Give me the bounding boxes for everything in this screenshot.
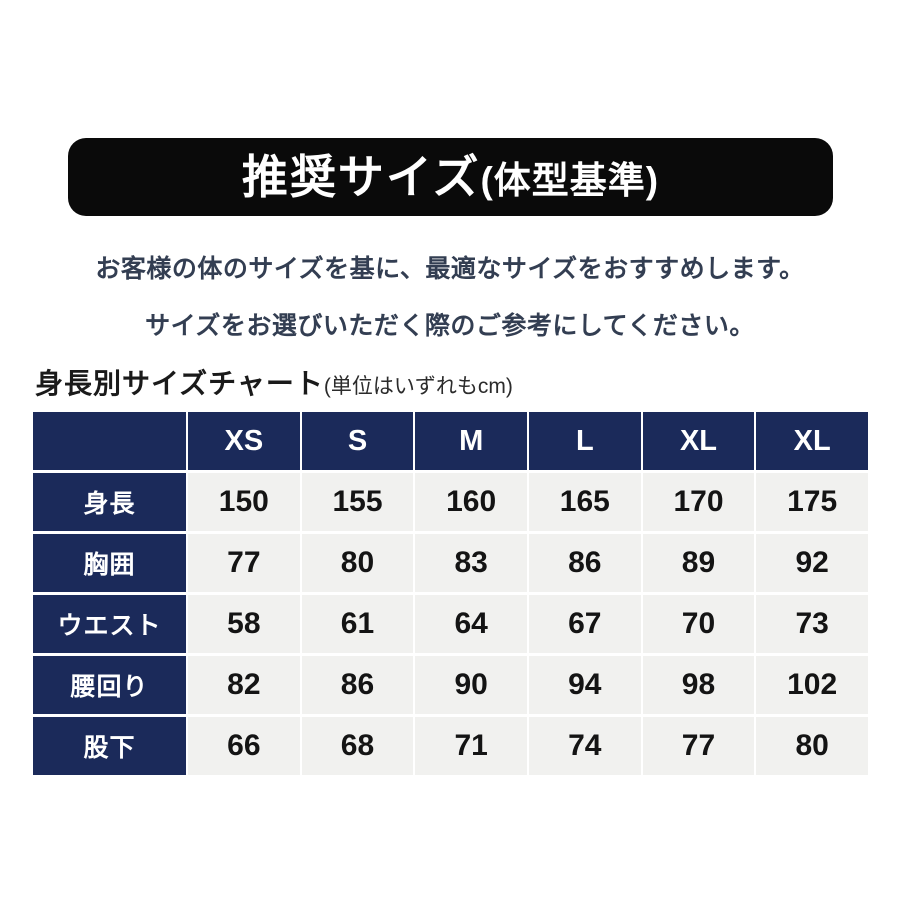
value-cell: 94	[528, 656, 641, 714]
value-cell: 86	[301, 656, 414, 714]
banner-title: 推奨サイズ	[241, 151, 481, 203]
value-cell: 170	[642, 473, 755, 531]
value-cell: 89	[642, 534, 755, 592]
value-cell: 80	[756, 717, 868, 775]
value-cell: 61	[301, 595, 414, 653]
row-label-cell: ウエスト	[33, 595, 186, 653]
row-label-cell: 身長	[33, 473, 186, 531]
intro-line-1: お客様の体のサイズを基に、最適なサイズをおすすめします。	[95, 255, 805, 283]
recommended-size-banner: 推奨サイズ (体型基準)	[68, 138, 833, 216]
value-cell: 71	[415, 717, 527, 775]
intro-line-2: サイズをお選びいただく際のご参考にしてください。	[145, 312, 755, 340]
value-cell: 98	[642, 656, 755, 714]
value-cell: 77	[642, 717, 755, 775]
value-cell: 90	[415, 656, 527, 714]
column-header-cell-xl-5: XL	[756, 412, 868, 470]
column-header-cell-s-1: S	[301, 412, 414, 470]
banner-subtitle: (体型基準)	[480, 160, 660, 201]
value-cell: 58	[188, 595, 300, 653]
value-cell: 86	[528, 534, 641, 592]
column-header-cell-xl-4: XL	[642, 412, 755, 470]
row-label-cell: 胸囲	[33, 534, 186, 592]
value-cell: 82	[188, 656, 300, 714]
column-header-cell-l-3: L	[528, 412, 641, 470]
section-heading: 身長別サイズチャート (単位はいずれもcm)	[35, 362, 513, 402]
value-cell: 175	[756, 473, 868, 531]
size-chart-table: XS S M L XL XL 身長 150 155 160 165 170 175 胸囲 77 80 83 86 8…	[33, 412, 868, 775]
value-cell: 92	[756, 534, 868, 592]
value-cell: 77	[188, 534, 300, 592]
value-cell: 70	[642, 595, 755, 653]
value-cell: 80	[301, 534, 414, 592]
section-unit-note: (単位はいずれもcm)	[323, 375, 513, 398]
column-header-cell-m-2: M	[415, 412, 527, 470]
table-corner-cell	[33, 412, 186, 470]
value-cell: 150	[188, 473, 300, 531]
value-cell: 74	[528, 717, 641, 775]
value-cell: 83	[415, 534, 527, 592]
value-cell: 160	[415, 473, 527, 531]
value-cell: 102	[756, 656, 868, 714]
value-cell: 165	[528, 473, 641, 531]
value-cell: 64	[415, 595, 527, 653]
value-cell: 67	[528, 595, 641, 653]
row-label-cell: 腰回り	[33, 656, 186, 714]
section-title: 身長別サイズチャート	[35, 368, 324, 399]
value-cell: 66	[188, 717, 300, 775]
value-cell: 68	[301, 717, 414, 775]
value-cell: 73	[756, 595, 868, 653]
row-label-cell: 股下	[33, 717, 186, 775]
value-cell: 155	[301, 473, 414, 531]
column-header-cell-xs-0: XS	[188, 412, 300, 470]
